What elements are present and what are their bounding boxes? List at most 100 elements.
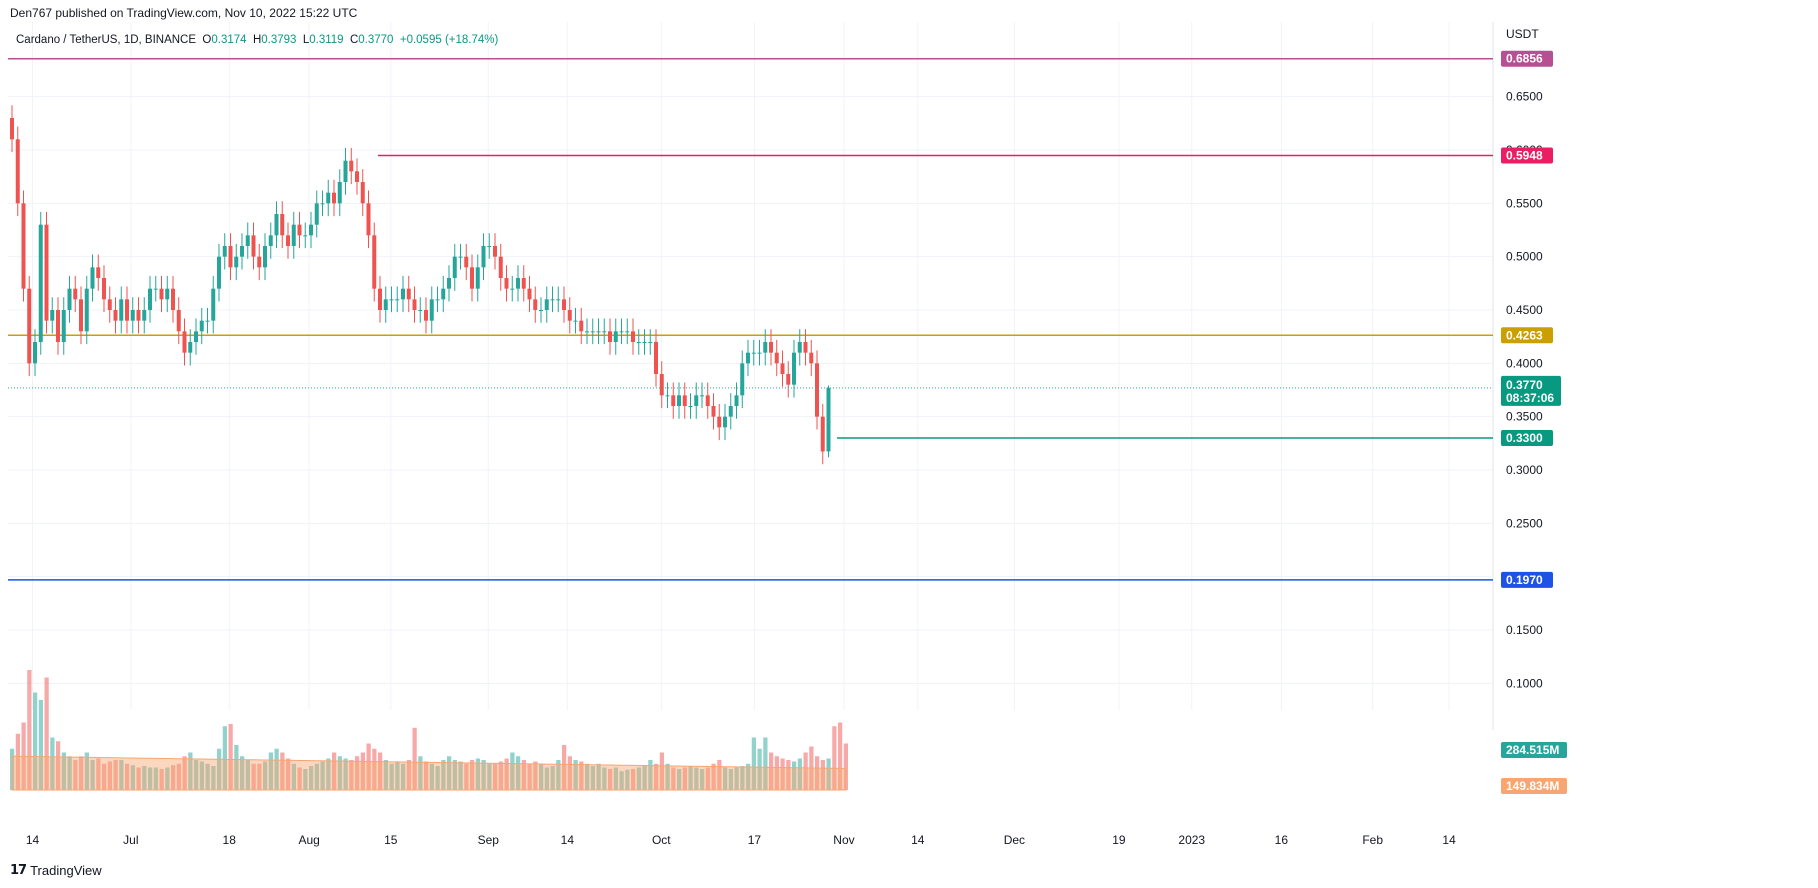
candle-body — [119, 299, 124, 321]
volume-bar — [832, 726, 837, 790]
candle-body — [602, 331, 607, 333]
volume-bar — [102, 763, 107, 790]
candle-body — [349, 160, 354, 172]
candle-body — [130, 310, 135, 321]
candle-body — [383, 299, 388, 310]
volume-bar — [125, 763, 130, 790]
candle-body — [717, 416, 722, 428]
candle-body — [809, 352, 814, 364]
volume-bar — [464, 763, 469, 790]
candle-body — [654, 342, 658, 374]
volume-bar — [659, 752, 664, 790]
high-label: H — [252, 34, 262, 46]
level-tag-bg — [1501, 147, 1553, 164]
volume-bar — [815, 756, 820, 790]
volume-bar — [694, 767, 699, 790]
volume-bar — [481, 760, 486, 790]
candlesticks — [10, 105, 831, 465]
volume-bar — [205, 763, 210, 790]
volume-bar — [378, 752, 383, 790]
volume-bar — [268, 752, 273, 790]
candle-body — [96, 267, 101, 278]
candle-body — [274, 214, 279, 236]
volume-bar — [475, 758, 480, 790]
candle-body — [33, 342, 37, 364]
price-axis[interactable]: USDT0.65000.60000.55000.50000.45000.4000… — [1506, 27, 1543, 690]
volume-bar — [274, 748, 279, 790]
volume-bar — [217, 748, 222, 790]
footer-brand[interactable]: 𝟭𝟳 TradingView — [10, 862, 102, 878]
volume-bar — [544, 767, 549, 790]
volume-bar — [435, 766, 440, 790]
candle-body — [268, 235, 273, 246]
candle-body — [113, 310, 118, 321]
level-tag-bg — [1501, 50, 1553, 67]
candle-body — [671, 395, 676, 406]
volume-bar — [763, 737, 768, 790]
volume-bar — [441, 760, 446, 790]
y-tick-label: 0.4500 — [1506, 303, 1543, 317]
volume-bar — [119, 760, 124, 790]
candle-body — [746, 352, 750, 364]
candle-body — [585, 331, 589, 333]
volume-bar — [562, 745, 567, 790]
candle-body — [757, 352, 762, 354]
candle-body — [533, 299, 538, 310]
candle-body — [395, 299, 400, 301]
volume-bar — [458, 761, 463, 790]
open-label: O — [202, 34, 212, 46]
y-tick-label: 0.1500 — [1506, 623, 1543, 637]
change-value: +0.0595 (+18.74%) — [399, 34, 499, 46]
ohlc-legend: Cardano / TetherUS, 1D, BINANCE O0.3174 … — [16, 34, 498, 46]
volume-bar — [79, 756, 84, 790]
x-tick-label: 16 — [1275, 833, 1289, 847]
volume-bar — [199, 761, 204, 790]
volume-bar — [803, 752, 808, 790]
candle-body — [590, 331, 595, 333]
volume-bar — [90, 760, 95, 790]
candle-body — [682, 395, 687, 406]
volume-bar — [516, 756, 521, 790]
volume-bar — [406, 760, 411, 790]
level-tag: 0.6856 — [1506, 52, 1543, 66]
volume-bar — [309, 766, 314, 790]
horizontal-levels[interactable] — [8, 57, 1493, 581]
volume-bar — [320, 761, 325, 790]
volume-bar — [251, 763, 256, 790]
candle-body — [797, 342, 802, 353]
candle-body — [136, 310, 141, 321]
volume-bar — [636, 767, 641, 790]
x-tick-label: Jul — [123, 833, 138, 847]
volume-bar — [332, 752, 337, 790]
volume-value: 284.515M — [1506, 743, 1559, 757]
volume-bar — [291, 763, 296, 790]
candle-body — [544, 299, 549, 310]
candle-body — [458, 256, 463, 258]
candle-body — [659, 374, 664, 396]
candle-body — [61, 310, 66, 342]
volume-bar — [717, 760, 722, 790]
candle-body — [263, 246, 267, 268]
brand-label: TradingView — [30, 862, 102, 878]
candle-body — [309, 224, 313, 236]
symbol-label[interactable]: Cardano / TetherUS, 1D, BINANCE — [16, 34, 197, 46]
candle-body — [556, 299, 561, 301]
candle-body — [142, 310, 147, 321]
volume-bar — [263, 761, 268, 790]
volume-bar — [389, 763, 394, 790]
volume-bar — [326, 758, 331, 790]
volume-bar — [130, 765, 135, 790]
volume-bar — [665, 763, 670, 790]
candle-body — [562, 299, 566, 310]
time-axis[interactable]: 14 Jul 18 Aug 15 Sep 14 Oct 17 Nov 14 Dec 19 2023 16 Fe… — [26, 833, 1456, 847]
volume-bar — [44, 677, 49, 790]
x-tick-label: Aug — [298, 833, 319, 847]
volume-bars — [10, 670, 848, 790]
volume-bar — [573, 760, 578, 790]
volume-ma-area — [11, 755, 847, 791]
volume-bar — [418, 756, 423, 790]
publish-info: Den767 published on TradingView.com, Nov… — [10, 6, 358, 20]
volume-bar — [182, 756, 187, 790]
candle-body — [792, 352, 796, 385]
